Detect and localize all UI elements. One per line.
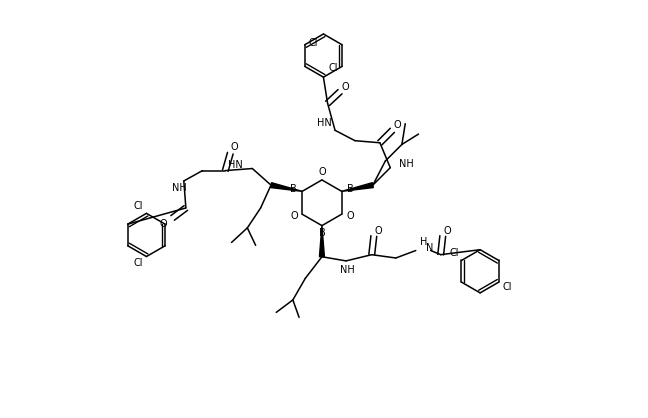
- Text: N: N: [426, 243, 433, 253]
- Text: Cl: Cl: [133, 201, 143, 211]
- Text: O: O: [290, 211, 297, 221]
- Text: O: O: [231, 142, 238, 152]
- Text: H: H: [420, 237, 427, 247]
- Text: O: O: [341, 82, 349, 92]
- Text: O: O: [318, 168, 326, 178]
- Text: NH: NH: [340, 265, 355, 275]
- Text: NH: NH: [399, 158, 413, 168]
- Text: O: O: [159, 219, 167, 229]
- Text: B: B: [347, 184, 353, 194]
- Text: O: O: [346, 211, 354, 221]
- Text: O: O: [375, 226, 382, 236]
- Text: Cl: Cl: [503, 282, 513, 292]
- Polygon shape: [341, 183, 373, 191]
- Text: B: B: [290, 184, 297, 194]
- Text: Cl: Cl: [450, 248, 459, 258]
- Text: HN: HN: [317, 118, 332, 128]
- Polygon shape: [270, 183, 302, 191]
- Text: HN: HN: [229, 160, 243, 170]
- Text: O: O: [393, 120, 401, 130]
- Text: B: B: [319, 228, 325, 238]
- Text: Cl: Cl: [309, 38, 318, 48]
- Text: Cl: Cl: [133, 258, 143, 268]
- Text: Cl: Cl: [329, 64, 338, 74]
- Text: NH: NH: [172, 184, 187, 194]
- Text: O: O: [443, 226, 451, 236]
- Polygon shape: [319, 226, 325, 257]
